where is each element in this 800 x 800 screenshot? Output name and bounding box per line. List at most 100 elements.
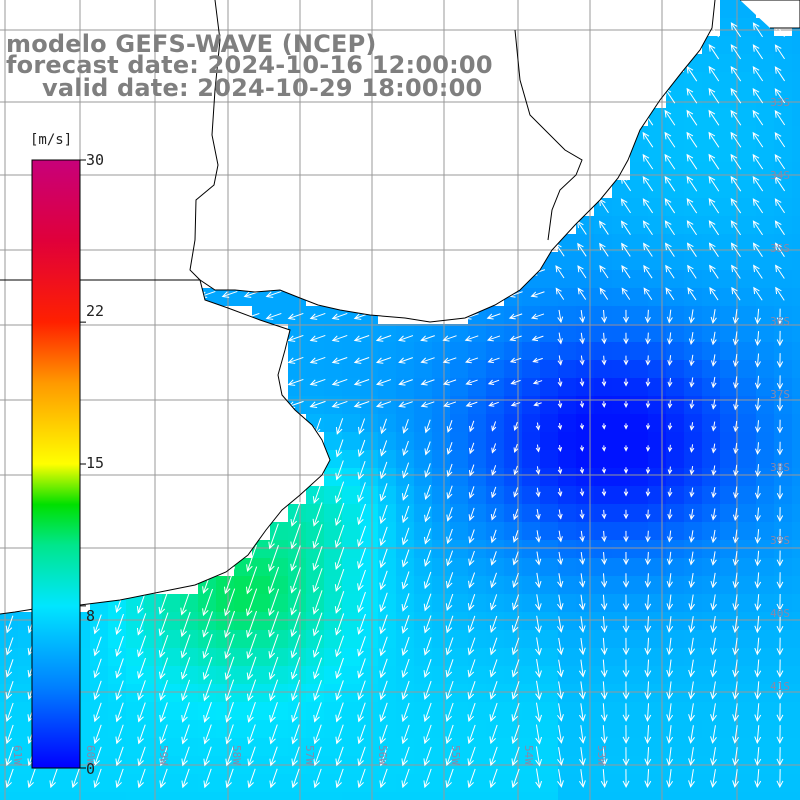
wind-arrow xyxy=(468,486,475,499)
wind-speed-cell xyxy=(738,684,756,702)
wind-arrow xyxy=(290,567,301,594)
wind-speed-cell xyxy=(126,774,144,792)
wind-speed-cell xyxy=(540,342,558,360)
wind-arrow xyxy=(535,530,542,543)
wind-speed-cell xyxy=(540,666,558,684)
wind-arrow xyxy=(490,572,497,589)
wind-speed-cell xyxy=(450,702,468,720)
wind-speed-cell xyxy=(108,648,126,666)
wind-arrow xyxy=(754,615,762,634)
wind-arrow xyxy=(398,401,413,408)
wind-speed-cell xyxy=(540,648,558,666)
wind-arrow xyxy=(490,529,497,544)
wind-speed-cell xyxy=(594,414,612,432)
wind-arrow xyxy=(312,612,323,637)
wind-speed-cell xyxy=(540,360,558,378)
wind-speed-cell xyxy=(342,720,360,738)
wind-arrow xyxy=(644,703,652,722)
wind-arrow xyxy=(645,423,651,430)
wind-arrow xyxy=(247,768,256,789)
wind-arrow xyxy=(645,509,651,520)
wind-speed-cell xyxy=(0,720,18,738)
wind-speed-cell xyxy=(720,738,738,756)
wind-speed-cell xyxy=(774,198,792,216)
wind-speed-cell xyxy=(594,522,612,540)
wind-speed-cell xyxy=(648,702,666,720)
wind-arrow xyxy=(711,508,717,521)
wind-arrow xyxy=(509,357,522,363)
wind-speed-cell xyxy=(414,468,432,486)
wind-arrow xyxy=(754,308,762,325)
latitude-label: 41S xyxy=(770,680,790,693)
wind-arrow xyxy=(686,153,698,170)
latitude-label: 35S xyxy=(770,242,790,255)
wind-speed-cell xyxy=(630,630,648,648)
wind-speed-cell xyxy=(558,450,576,468)
wind-arrow xyxy=(489,659,498,678)
wind-speed-cell xyxy=(684,342,702,360)
wind-speed-cell xyxy=(360,324,378,342)
wind-speed-cell xyxy=(702,576,720,594)
wind-arrow xyxy=(357,768,366,789)
wind-speed-cell xyxy=(468,702,486,720)
wind-speed-cell xyxy=(738,90,756,108)
wind-speed-cell xyxy=(576,414,594,432)
wind-arrow xyxy=(730,153,742,170)
wind-speed-cell xyxy=(324,468,342,486)
wind-arrow xyxy=(247,724,256,745)
wind-arrow xyxy=(446,463,453,478)
wind-speed-cell xyxy=(576,324,594,342)
wind-arrow xyxy=(398,379,413,386)
wind-speed-cell xyxy=(324,666,342,684)
wind-speed-cell xyxy=(378,414,396,432)
wind-arrow xyxy=(708,109,720,126)
wind-speed-cell xyxy=(126,612,144,630)
wind-arrow xyxy=(513,443,519,453)
wind-speed-cell xyxy=(414,486,432,504)
wind-speed-cell xyxy=(594,252,612,270)
wind-arrow xyxy=(666,747,674,766)
wind-arrow xyxy=(645,445,651,452)
wind-speed-cell xyxy=(378,360,396,378)
wind-arrow xyxy=(688,551,695,566)
wind-speed-cell xyxy=(720,774,738,792)
wind-speed-cell xyxy=(576,360,594,378)
wind-arrow xyxy=(535,572,542,589)
wind-speed-cell xyxy=(468,342,486,360)
wind-arrow xyxy=(730,175,742,192)
wind-arrow xyxy=(467,681,476,700)
wind-arrow xyxy=(644,659,652,678)
wind-speed-cell xyxy=(486,558,504,576)
wind-speed-cell xyxy=(666,288,684,306)
wind-arrow xyxy=(557,355,563,366)
wind-arrow xyxy=(268,656,279,681)
wind-speed-cell xyxy=(450,648,468,666)
wind-arrow xyxy=(247,746,256,767)
wind-arrow xyxy=(335,418,344,435)
wind-arrow xyxy=(557,309,564,324)
wind-arrow xyxy=(579,400,585,409)
wind-speed-cell xyxy=(468,576,486,594)
wind-speed-cell xyxy=(378,630,396,648)
wind-speed-cell xyxy=(90,720,108,738)
wind-arrow xyxy=(686,242,697,257)
wind-arrow xyxy=(664,131,676,148)
wind-speed-cell xyxy=(288,576,306,594)
wind-speed-cell xyxy=(558,612,576,630)
wind-speed-cell xyxy=(360,396,378,414)
wind-arrow xyxy=(510,401,521,407)
wind-arrow xyxy=(686,87,698,104)
wind-arrow xyxy=(730,220,742,236)
wind-arrow xyxy=(579,309,586,324)
wind-speed-cell xyxy=(540,594,558,612)
wind-speed-cell xyxy=(792,594,800,612)
wind-speed-cell xyxy=(648,720,666,738)
wind-speed-cell xyxy=(630,738,648,756)
wind-arrow xyxy=(557,725,564,744)
wind-arrow xyxy=(752,153,764,170)
wind-arrow xyxy=(645,530,651,543)
wind-speed-cell xyxy=(666,162,684,180)
wind-speed-cell xyxy=(450,792,468,800)
wind-speed-cell xyxy=(540,630,558,648)
wind-arrow xyxy=(313,768,322,789)
